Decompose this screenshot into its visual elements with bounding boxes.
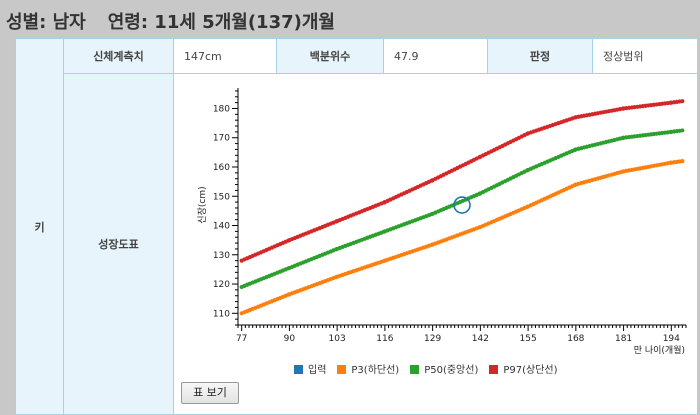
legend-item-0: 입력 <box>294 361 326 376</box>
x-tick-label: 168 <box>567 334 584 344</box>
x-tick-label: 90 <box>284 334 296 344</box>
y-axis-title: 신장(cm) <box>197 186 208 223</box>
y-tick-label: 140 <box>213 222 230 232</box>
row-label-height: 키 <box>15 38 64 415</box>
chart-legend: 입력 P3(하단선) P50(중앙선) P97(상단선) <box>294 361 569 376</box>
y-tick-label: 180 <box>213 104 230 114</box>
y-tick-label: 120 <box>213 280 230 290</box>
table-view-button[interactable]: 표 보기 <box>181 382 239 404</box>
growth-table: 키 신체계측치 147cm 백분위수 47.9 판정 정상범위 성장도표 <box>15 38 698 415</box>
percentile-label: 백분위수 <box>276 38 384 74</box>
legend-swatch <box>294 365 303 374</box>
judgement-label: 판정 <box>487 38 593 74</box>
x-tick-label: 142 <box>472 334 489 344</box>
x-axis-title: 만 나이(개월) <box>634 344 685 356</box>
y-tick-label: 150 <box>213 192 230 202</box>
x-tick-label: 155 <box>520 334 537 344</box>
series-1-point <box>680 159 685 164</box>
legend-label: P97(상단선) <box>503 365 558 376</box>
legend-swatch <box>337 365 347 374</box>
legend-swatch <box>489 365 499 374</box>
measure-value: 147cm <box>173 38 277 74</box>
x-tick-label: 116 <box>376 334 393 344</box>
x-tick-label: 194 <box>663 334 680 344</box>
y-tick-label: 170 <box>213 134 230 144</box>
legend-label: P50(중앙선) <box>424 365 479 376</box>
y-tick-label: 160 <box>213 163 230 173</box>
legend-label: P3(하단선) <box>351 365 400 376</box>
y-tick-label: 130 <box>213 251 230 261</box>
legend-label: 입력 <box>308 365 327 376</box>
y-tick-label: 110 <box>213 309 230 319</box>
input-marker <box>453 196 471 214</box>
judgement-value: 정상범위 <box>592 38 698 74</box>
sex-label: 성별: 남자 <box>6 12 86 33</box>
x-tick-label: 129 <box>424 334 441 344</box>
chart-label: 성장도표 <box>63 73 174 415</box>
x-tick-label: 103 <box>329 334 346 344</box>
x-tick-label: 77 <box>236 334 247 344</box>
series-2-point <box>680 128 685 133</box>
age-label: 연령: 11세 5개월(137)개월 <box>107 12 335 33</box>
legend-item-3: P97(상단선) <box>489 361 558 376</box>
series-3-point <box>680 99 685 104</box>
legend-item-2: P50(중앙선) <box>410 361 478 376</box>
x-tick-label: 181 <box>615 334 632 344</box>
legend-item-1: P3(하단선) <box>337 361 399 376</box>
legend-swatch <box>410 365 420 374</box>
page-header: 성별: 남자 연령: 11세 5개월(137)개월 <box>6 8 335 34</box>
